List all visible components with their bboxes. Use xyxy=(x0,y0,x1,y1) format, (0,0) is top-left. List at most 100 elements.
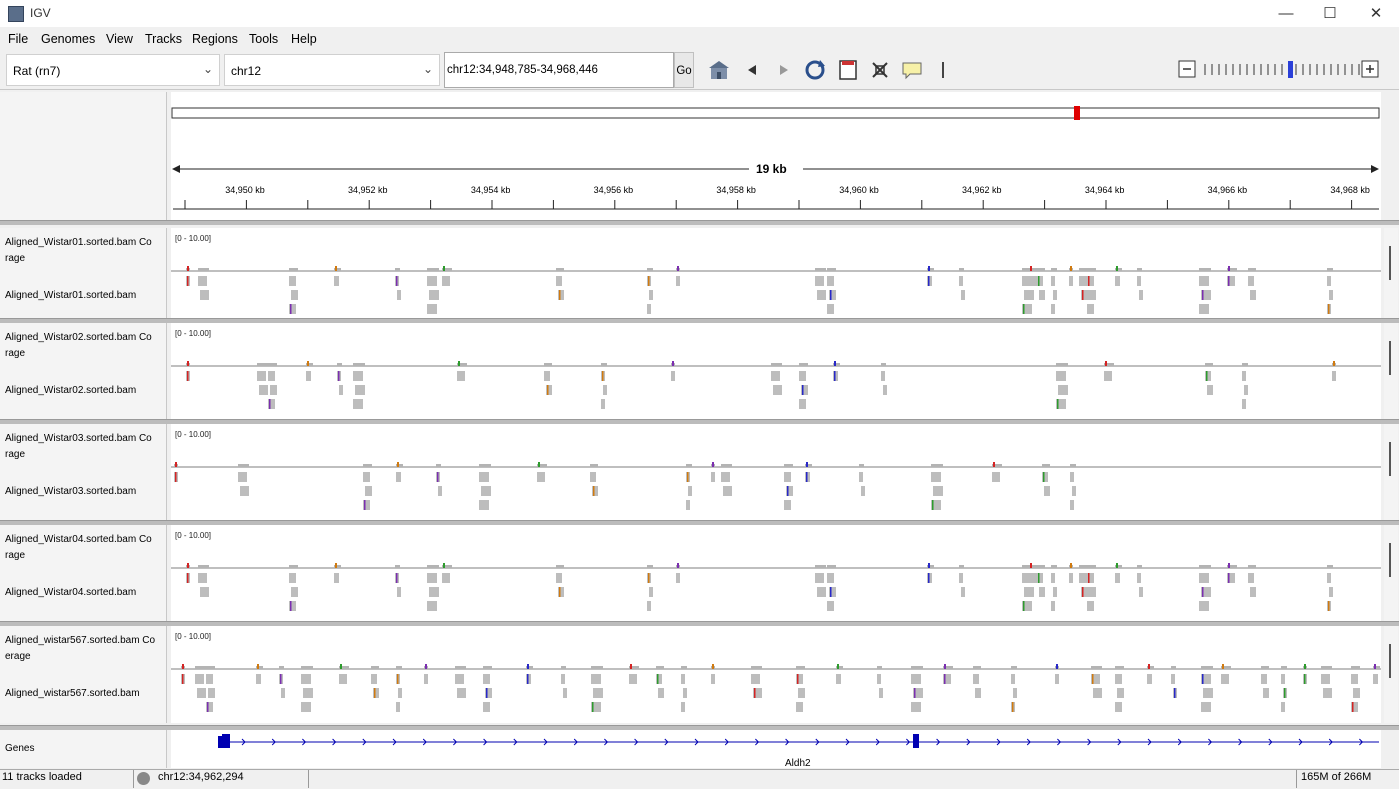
read-block[interactable] xyxy=(206,702,213,712)
read-block[interactable] xyxy=(1201,702,1211,712)
read-block[interactable] xyxy=(334,573,339,583)
read-block[interactable] xyxy=(339,385,343,395)
read-block[interactable] xyxy=(1263,688,1269,698)
read-block[interactable] xyxy=(1051,601,1055,611)
read-block[interactable] xyxy=(481,486,491,496)
read-block[interactable] xyxy=(629,674,637,684)
read-block[interactable] xyxy=(1069,573,1073,583)
read-block[interactable] xyxy=(817,290,826,300)
read-block[interactable] xyxy=(1079,573,1088,583)
read-block[interactable] xyxy=(1051,573,1055,583)
read-block[interactable] xyxy=(289,304,296,314)
track-scrollbar[interactable] xyxy=(1384,228,1398,322)
read-block[interactable] xyxy=(1056,399,1066,409)
gene-track[interactable]: Aldh2 xyxy=(171,730,1381,769)
refresh-icon[interactable] xyxy=(803,58,827,82)
read-block[interactable] xyxy=(1029,573,1037,583)
menu-regions[interactable]: Regions xyxy=(192,32,238,46)
read-block[interactable] xyxy=(289,276,296,286)
read-block[interactable] xyxy=(1139,587,1143,597)
scrollbar-thumb[interactable] xyxy=(1389,543,1391,577)
read-block[interactable] xyxy=(676,573,680,583)
read-block[interactable] xyxy=(1353,688,1360,698)
read-block[interactable] xyxy=(1199,276,1209,286)
read-block[interactable] xyxy=(647,601,651,611)
read-block[interactable] xyxy=(1081,290,1090,300)
read-block[interactable] xyxy=(457,371,465,381)
read-block[interactable] xyxy=(363,500,370,510)
popup-info-icon[interactable] xyxy=(900,58,924,82)
read-block[interactable] xyxy=(429,587,439,597)
read-block[interactable] xyxy=(801,385,808,395)
read-block[interactable] xyxy=(1093,688,1102,698)
alignment-track-panel[interactable]: [0 - 10.00] xyxy=(171,424,1381,521)
read-block[interactable] xyxy=(1037,573,1043,583)
read-block[interactable] xyxy=(1115,573,1120,583)
home-icon[interactable] xyxy=(707,58,731,82)
read-block[interactable] xyxy=(721,472,730,482)
read-block[interactable] xyxy=(1327,573,1331,583)
read-block[interactable] xyxy=(291,290,298,300)
minimize-icon[interactable]: — xyxy=(1278,5,1294,22)
read-block[interactable] xyxy=(686,500,690,510)
read-block[interactable] xyxy=(1013,688,1017,698)
read-block[interactable] xyxy=(959,573,963,583)
coverage-track-label[interactable]: Aligned_Wistar03.sorted.bam Co rage xyxy=(5,431,165,463)
read-block[interactable] xyxy=(365,486,372,496)
read-block[interactable] xyxy=(786,486,793,496)
read-block[interactable] xyxy=(289,573,296,583)
read-block[interactable] xyxy=(197,688,206,698)
read-block[interactable] xyxy=(1248,276,1254,286)
menu-file[interactable]: File xyxy=(8,32,29,46)
read-block[interactable] xyxy=(827,573,834,583)
read-block[interactable] xyxy=(973,674,979,684)
read-block[interactable] xyxy=(1022,601,1032,611)
read-block[interactable] xyxy=(591,674,601,684)
read-block[interactable] xyxy=(1250,290,1256,300)
read-block[interactable] xyxy=(438,486,442,496)
read-block[interactable] xyxy=(681,702,685,712)
read-block[interactable] xyxy=(1072,486,1076,496)
menu-tools[interactable]: Tools xyxy=(249,32,279,46)
read-block[interactable] xyxy=(427,304,437,314)
scrollbar-thumb[interactable] xyxy=(1389,644,1391,678)
read-block[interactable] xyxy=(259,385,268,395)
read-block[interactable] xyxy=(911,674,921,684)
read-block[interactable] xyxy=(303,688,313,698)
read-block[interactable] xyxy=(479,472,489,482)
read-block[interactable] xyxy=(257,371,266,381)
track-scrollbar[interactable] xyxy=(1384,626,1398,723)
read-block[interactable] xyxy=(1281,674,1285,684)
read-block[interactable] xyxy=(590,472,596,482)
read-block[interactable] xyxy=(771,371,780,381)
scrollbar-thumb[interactable] xyxy=(1389,442,1391,476)
read-block[interactable] xyxy=(1242,399,1246,409)
read-block[interactable] xyxy=(1070,500,1074,510)
read-block[interactable] xyxy=(1207,385,1213,395)
read-block[interactable] xyxy=(911,702,921,712)
read-block[interactable] xyxy=(1087,304,1094,314)
read-block[interactable] xyxy=(301,674,311,684)
read-block[interactable] xyxy=(881,371,885,381)
read-block[interactable] xyxy=(544,371,550,381)
back-arrow-icon[interactable] xyxy=(740,58,764,82)
read-block[interactable] xyxy=(1147,674,1152,684)
menu-genomes[interactable]: Genomes xyxy=(41,32,96,46)
read-block[interactable] xyxy=(1053,587,1057,597)
read-block[interactable] xyxy=(1051,304,1055,314)
read-block[interactable] xyxy=(1329,290,1333,300)
read-block[interactable] xyxy=(961,290,965,300)
read-block[interactable] xyxy=(1011,674,1015,684)
read-block[interactable] xyxy=(429,290,439,300)
coverage-track-label[interactable]: Aligned_Wistar04.sorted.bam Co rage xyxy=(5,532,165,564)
read-block[interactable] xyxy=(1069,276,1073,286)
read-block[interactable] xyxy=(1022,304,1032,314)
read-block[interactable] xyxy=(879,688,883,698)
chromosome-ideogram[interactable] xyxy=(171,107,1380,119)
read-block[interactable] xyxy=(427,276,437,286)
read-block[interactable] xyxy=(836,674,841,684)
close-icon[interactable]: ✕ xyxy=(1369,5,1383,22)
read-block[interactable] xyxy=(676,276,680,286)
read-block[interactable] xyxy=(827,304,834,314)
read-block[interactable] xyxy=(796,702,803,712)
